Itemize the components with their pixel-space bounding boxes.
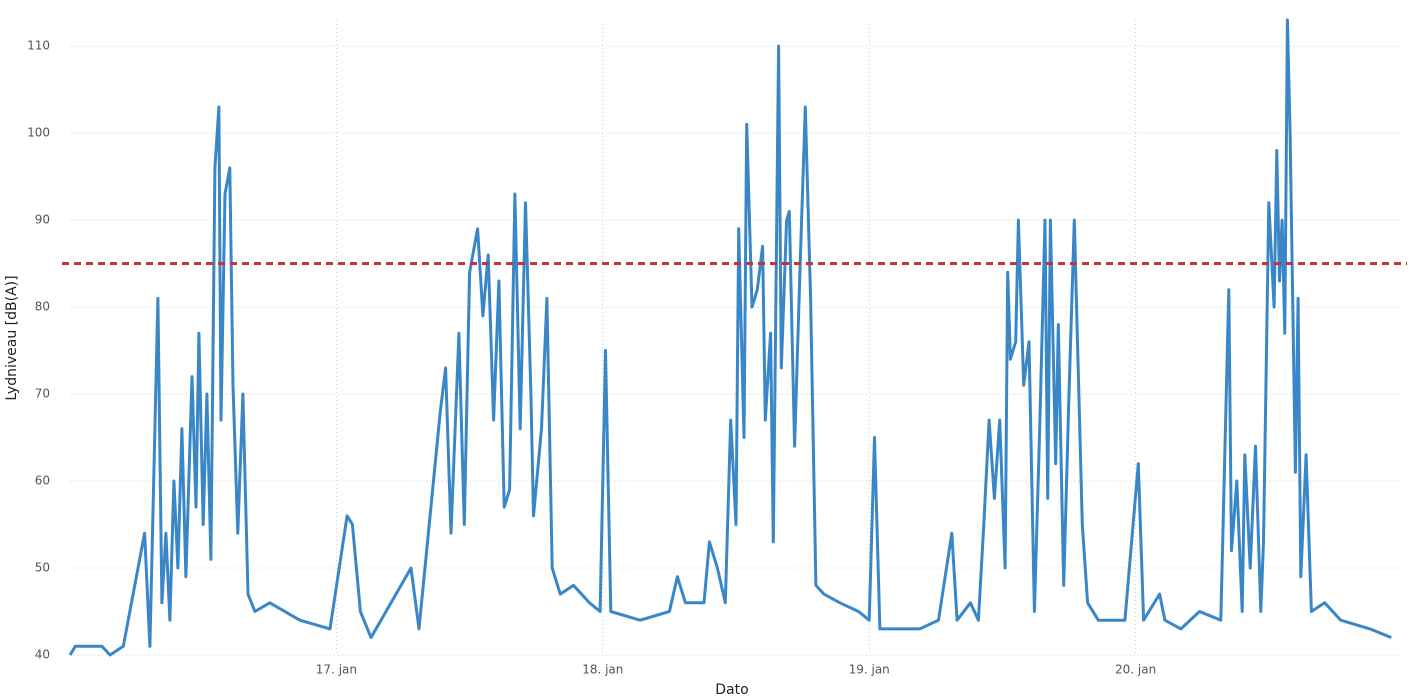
y-tick-label: 90 bbox=[35, 213, 50, 227]
y-tick-label: 50 bbox=[35, 561, 50, 575]
x-tick-label: 18. jan bbox=[582, 663, 623, 677]
y-tick-label: 40 bbox=[35, 648, 50, 662]
y-tick-label: 80 bbox=[35, 300, 50, 314]
y-tick-label: 60 bbox=[35, 474, 50, 488]
y-axis-title: Lydniveau [dB(A)] bbox=[4, 275, 20, 400]
x-tick-label: 19. jan bbox=[849, 663, 890, 677]
x-tick-label: 17. jan bbox=[316, 663, 357, 677]
x-tick-label: 20. jan bbox=[1115, 663, 1156, 677]
y-tick-label: 100 bbox=[27, 126, 50, 140]
y-tick-label: 110 bbox=[27, 39, 50, 53]
x-axis-title: Dato bbox=[715, 682, 748, 698]
data-line bbox=[68, 18, 1392, 657]
y-tick-label: 70 bbox=[35, 387, 50, 401]
